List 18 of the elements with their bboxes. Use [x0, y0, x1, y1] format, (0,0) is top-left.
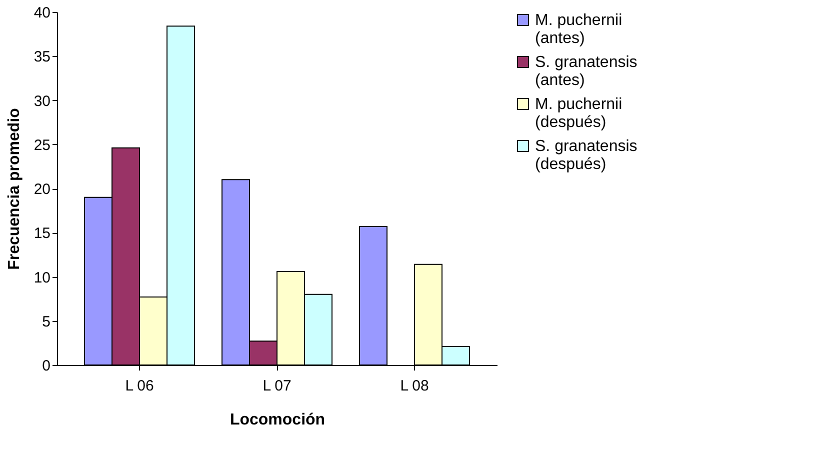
- y-tick-label: 0: [42, 358, 50, 374]
- y-tick-label: 20: [34, 181, 50, 198]
- y-tick-label: 40: [34, 4, 50, 22]
- y-axis-title: Frecuencia promedio: [6, 108, 23, 270]
- legend-label: S. granatensis (después): [535, 138, 638, 173]
- x-tick-label: L 07: [262, 378, 292, 394]
- y-tick-label: 5: [42, 313, 50, 330]
- y-tick-label: 15: [34, 225, 50, 242]
- x-tick-label: L 08: [400, 378, 429, 394]
- x-tick-label: L 06: [125, 378, 154, 394]
- x-axis-title: Locomoción: [230, 412, 326, 428]
- y-tick-label: 10: [34, 269, 50, 286]
- y-tick-label: 35: [34, 48, 50, 66]
- legend-label: M. puchernii (después): [535, 96, 622, 131]
- legend-label: M. puchernii (antes): [535, 12, 622, 47]
- y-tick-label: 25: [34, 136, 50, 154]
- y-tick-label: 30: [34, 92, 50, 110]
- legend-label: S. granatensis (antes): [535, 54, 638, 89]
